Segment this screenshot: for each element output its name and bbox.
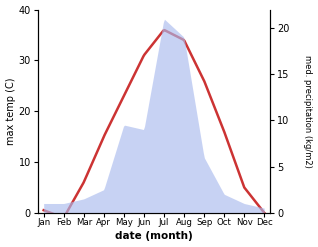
Y-axis label: max temp (C): max temp (C) [5,77,16,145]
Y-axis label: med. precipitation (kg/m2): med. precipitation (kg/m2) [303,55,313,167]
X-axis label: date (month): date (month) [115,231,193,242]
